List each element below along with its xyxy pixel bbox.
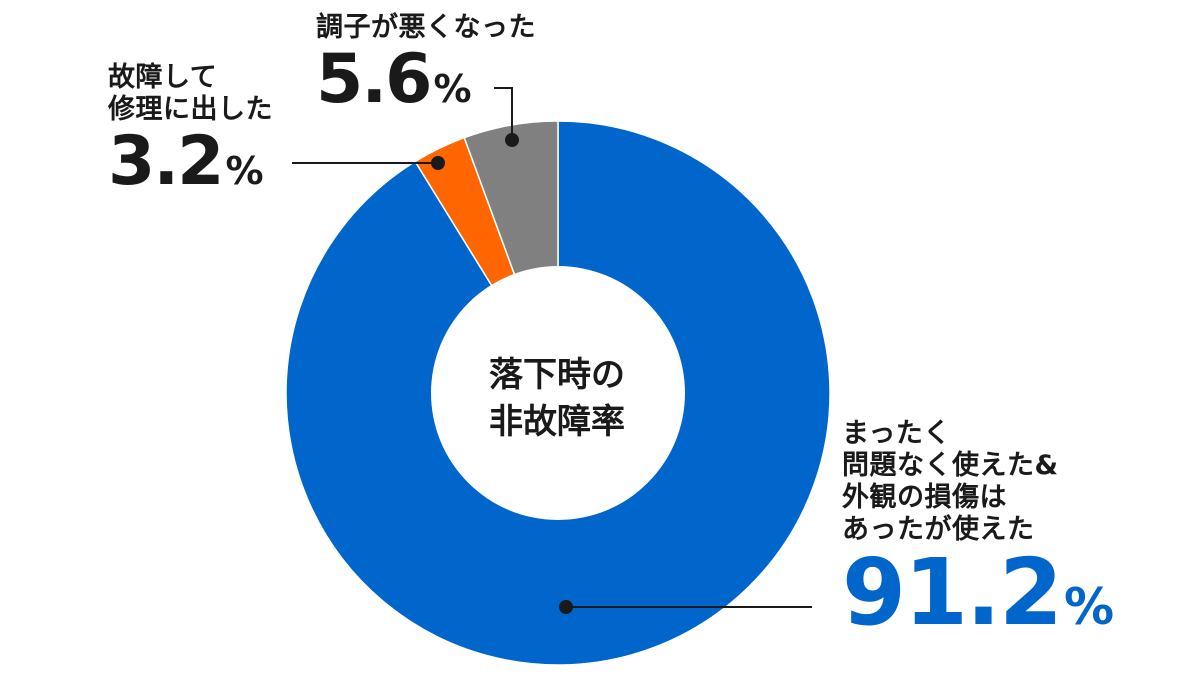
- label-bad-line-1: 調子が悪くなった: [316, 12, 536, 43]
- leader-dot-failed: [431, 156, 445, 170]
- label-ok-line-1: まったく: [842, 418, 951, 449]
- slice-no-failure: [285, 120, 831, 666]
- center-label-line-2: 非故障率: [489, 401, 625, 442]
- leader-dot-ok: [559, 600, 573, 614]
- label-ok-line-2: 問題なく使えた&: [842, 449, 1059, 481]
- label-ok-line-3: 外観の損傷は: [842, 481, 1007, 513]
- label-failed-line-2: 修理に出した: [108, 93, 273, 125]
- leader-dot-bad: [505, 133, 519, 147]
- value-failed-unit: %: [225, 148, 263, 193]
- value-ok: 91.2%: [842, 547, 1114, 639]
- leader-lines: [292, 87, 812, 608]
- value-bad-unit: %: [433, 66, 471, 111]
- label-no-failure: まったく 問題なく使えた& 外観の損傷は あったが使えた 91.2%: [842, 418, 1114, 639]
- donut-hole: [431, 266, 685, 520]
- center-label-line-1: 落下時の: [489, 355, 625, 395]
- label-malfunction: 調子が悪くなった 5.6%: [316, 12, 536, 114]
- center-label: 落下時の 非故障率: [432, 352, 682, 446]
- leader-dots: [431, 133, 573, 614]
- value-failed-number: 3.2: [108, 121, 224, 201]
- value-failed: 3.2%: [108, 127, 273, 196]
- value-ok-unit: %: [1064, 578, 1114, 637]
- value-bad: 5.6%: [316, 45, 536, 114]
- label-failed-repaired: 故障して 修理に出した 3.2%: [108, 62, 273, 196]
- leader-line-bad: [494, 87, 513, 140]
- value-bad-number: 5.6: [316, 39, 432, 119]
- label-ok-line-4: あったが使えた: [842, 513, 1035, 545]
- value-ok-number: 91.2: [842, 539, 1063, 647]
- label-failed-line-1: 故障して: [108, 62, 218, 93]
